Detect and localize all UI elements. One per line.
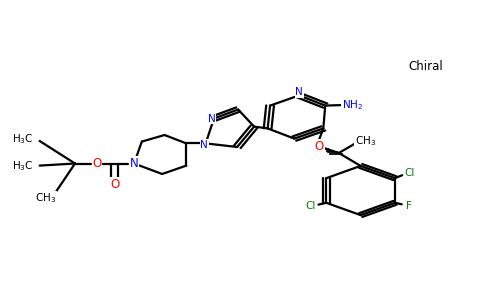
Text: F: F [406, 201, 411, 211]
Text: CH$_3$: CH$_3$ [35, 191, 57, 205]
Text: H$_3$C: H$_3$C [13, 133, 34, 146]
Text: O: O [315, 140, 324, 153]
Text: N: N [200, 140, 208, 150]
Text: CH$_3$: CH$_3$ [355, 134, 376, 148]
Text: N: N [130, 157, 138, 170]
Text: Chiral: Chiral [408, 59, 443, 73]
Text: H$_3$C: H$_3$C [13, 160, 34, 173]
Text: N: N [295, 87, 303, 98]
Text: NH$_2$: NH$_2$ [342, 98, 363, 112]
Text: N: N [208, 113, 215, 124]
Text: Cl: Cl [404, 168, 415, 178]
Text: O: O [110, 178, 120, 191]
Text: O: O [92, 157, 102, 170]
Text: Cl: Cl [305, 201, 316, 211]
